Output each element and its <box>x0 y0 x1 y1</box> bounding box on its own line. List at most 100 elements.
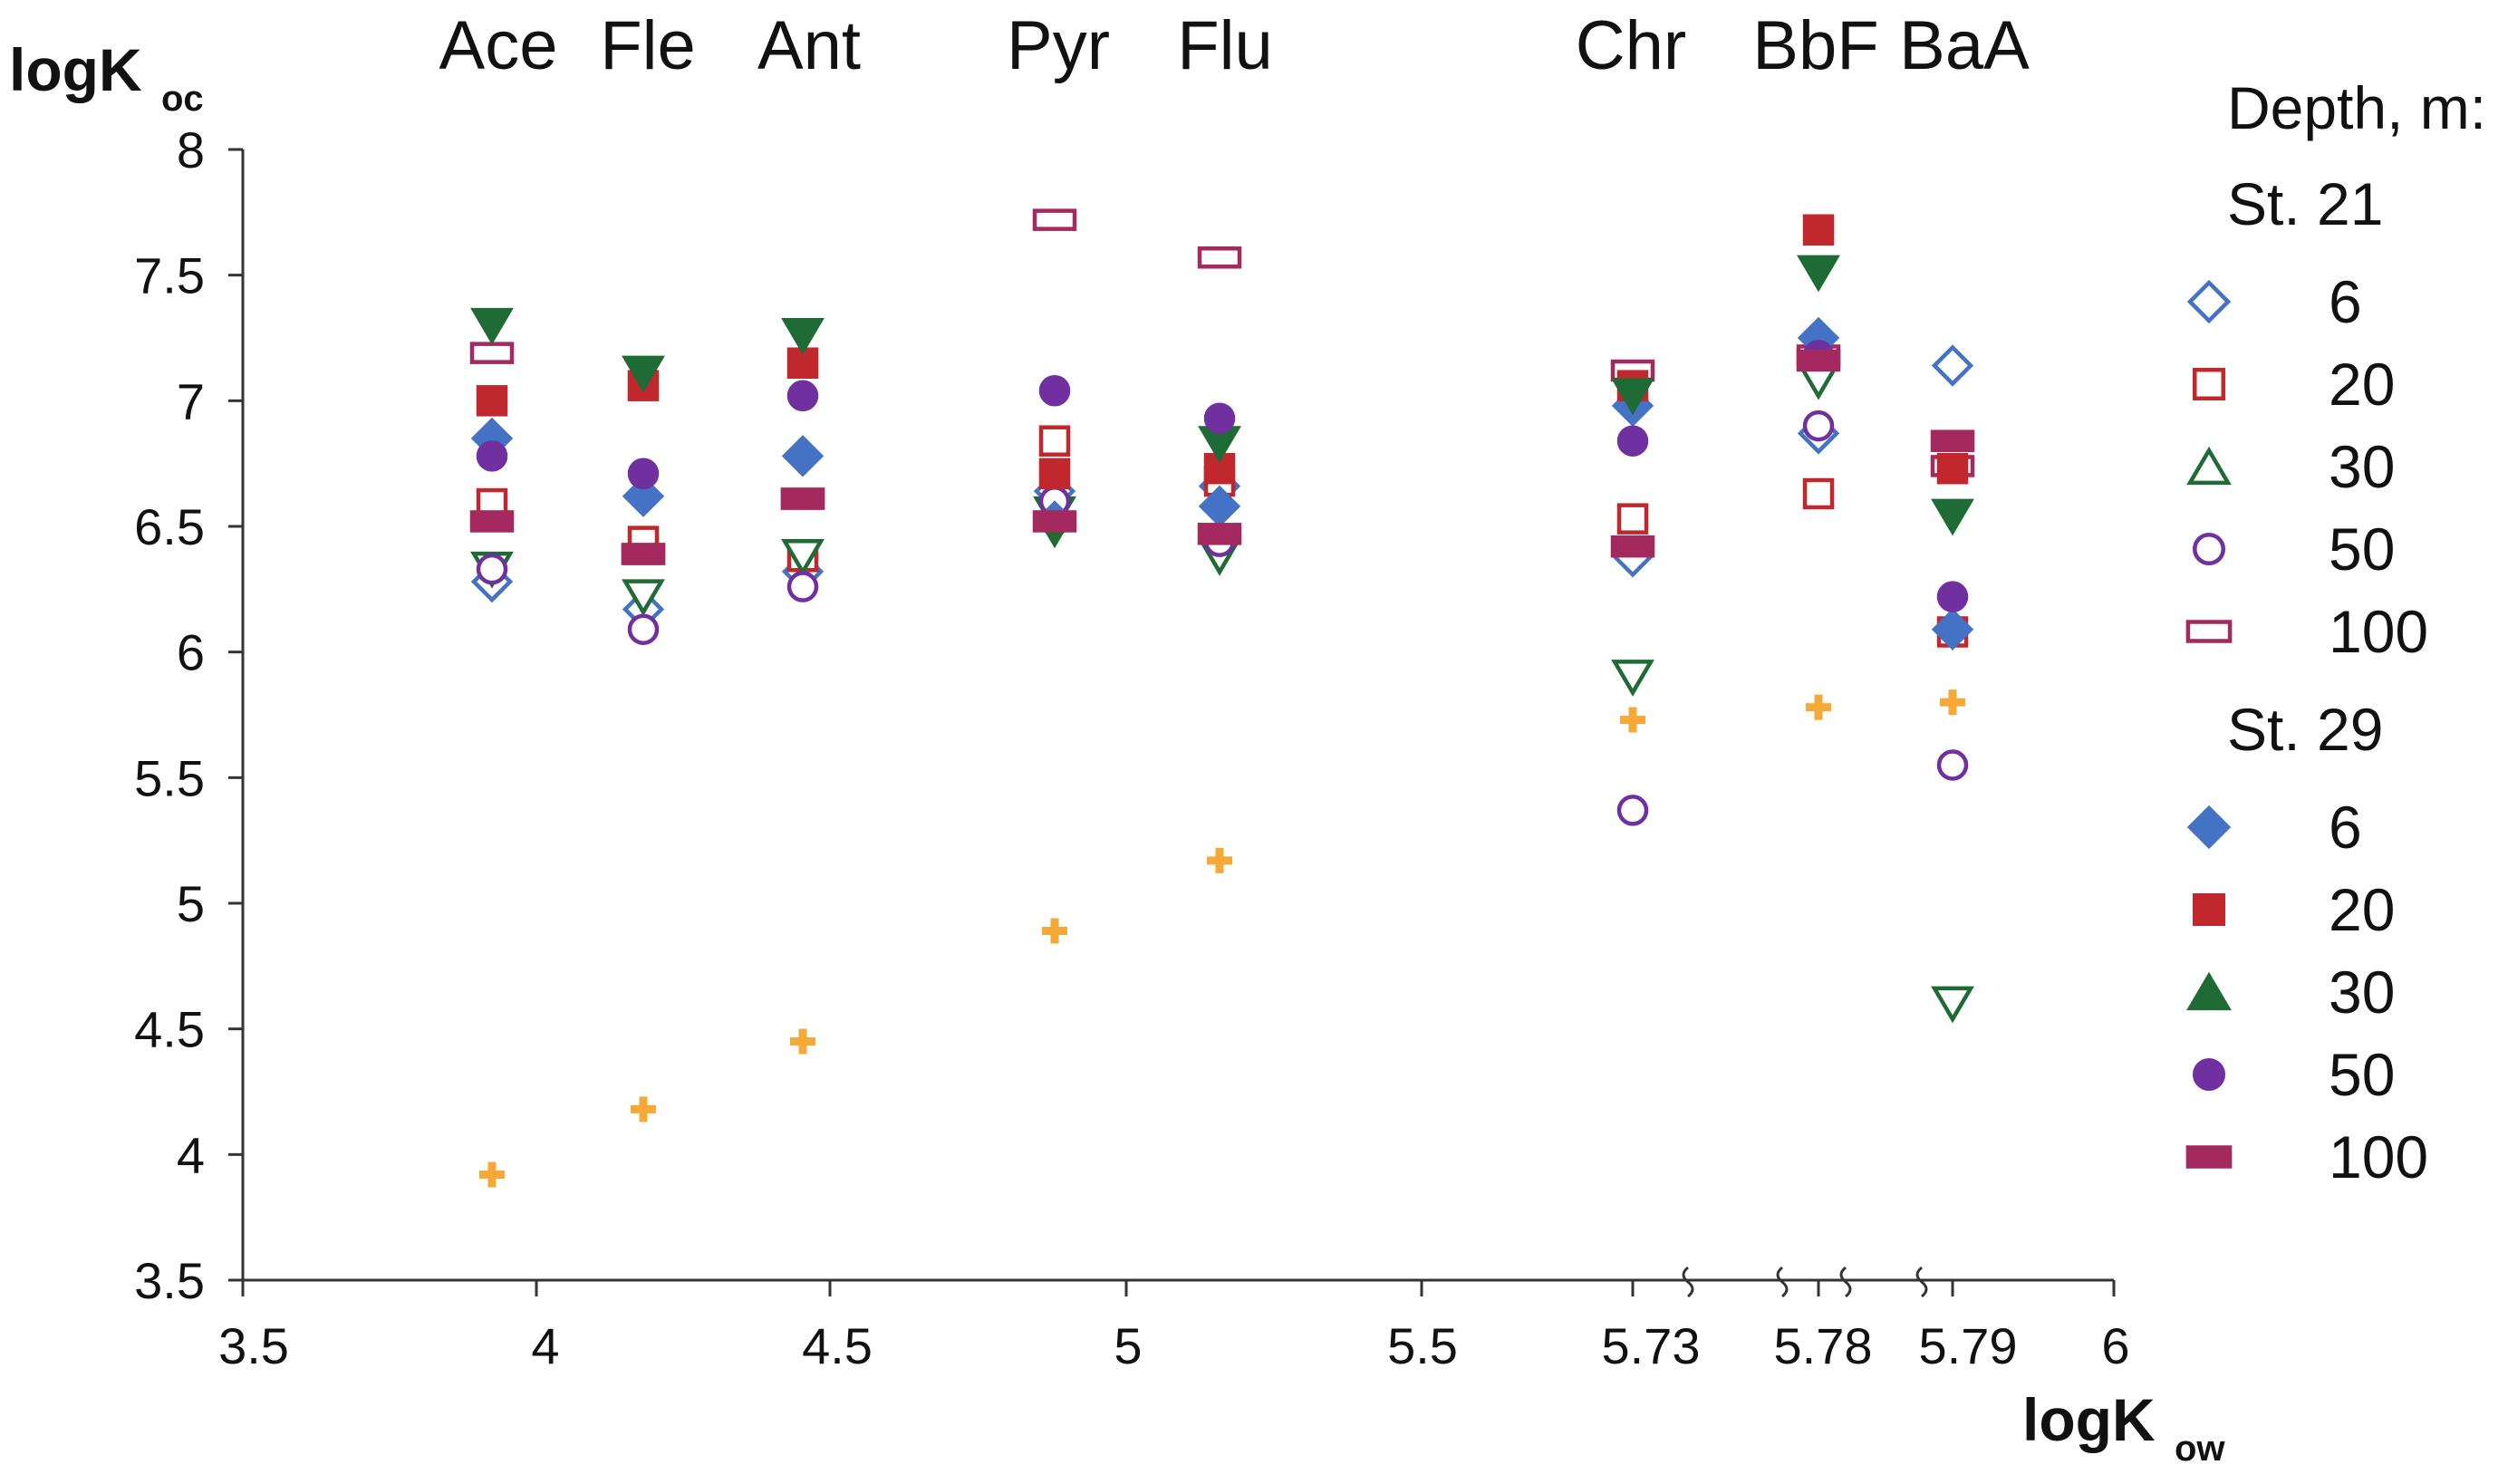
legend-entry-label: 30 <box>2329 433 2395 500</box>
data-point <box>1936 581 1969 612</box>
compound-label: Flu <box>1177 7 1273 84</box>
legend-marker <box>2185 1145 2233 1169</box>
data-point <box>780 487 825 510</box>
x-tick-label: 5.5 <box>1387 1317 1458 1374</box>
data-point <box>1616 503 1649 535</box>
plus-bar <box>1814 694 1823 720</box>
data-point <box>1802 214 1835 246</box>
data-point <box>1930 429 1975 452</box>
plus-bar <box>1050 918 1059 944</box>
legend-entry-label: 30 <box>2329 959 2395 1026</box>
x-tick-label: 5 <box>1114 1317 1142 1374</box>
axis-break-icon <box>1682 1266 1694 1298</box>
data-point <box>1616 795 1649 826</box>
data-point <box>479 1161 505 1188</box>
data-point <box>1611 660 1654 697</box>
plus-bar <box>487 1161 497 1188</box>
data-point <box>1610 535 1655 558</box>
x-tick-label: 5.79 <box>1919 1317 2018 1374</box>
data-point <box>1931 498 1974 536</box>
data-point <box>469 510 515 533</box>
compound-label: Fle <box>600 7 696 84</box>
data-point <box>1038 458 1071 490</box>
x-axis-title-subscript: ow <box>2175 1429 2225 1469</box>
data-point <box>1620 707 1645 733</box>
legend-entry-label: 50 <box>2329 516 2395 583</box>
data-point <box>1611 378 1654 416</box>
data-point <box>622 475 665 517</box>
data-point <box>786 380 819 412</box>
data-point <box>1032 510 1077 533</box>
legend-marker <box>2186 279 2232 324</box>
data-point <box>476 553 508 585</box>
x-axis-title: logK <box>2022 1386 2156 1453</box>
legend-marker <box>2186 805 2232 850</box>
legend-entry-label: 100 <box>2329 598 2428 665</box>
y-tick-label: 4 <box>177 1126 205 1183</box>
legend-marker <box>2193 893 2225 926</box>
data-point <box>622 579 665 617</box>
data-point <box>1038 425 1071 457</box>
data-point <box>1207 847 1232 873</box>
legend-title: Depth, m: <box>2227 74 2486 141</box>
compound-label: Chr <box>1576 7 1686 84</box>
legend-entry-label: 6 <box>2329 268 2362 335</box>
y-tick-label: 6 <box>177 624 205 681</box>
y-tick-label: 6.5 <box>134 498 205 555</box>
y-tick-label: 4.5 <box>134 1001 205 1058</box>
y-tick-label: 3.5 <box>134 1252 205 1309</box>
legend-marker <box>2186 971 2232 1011</box>
legend-marker <box>2193 533 2225 565</box>
compound-label: Pyr <box>1007 7 1110 84</box>
data-point <box>1940 689 1965 716</box>
legend-marker <box>2193 368 2225 400</box>
plus-bar <box>1215 847 1224 873</box>
data-point <box>1931 986 1974 1024</box>
x-tick-label: 4 <box>531 1317 559 1374</box>
data-point <box>1203 402 1236 434</box>
legend-entry-label: 100 <box>2329 1123 2428 1190</box>
data-point <box>631 1096 656 1123</box>
legend-group-label: St. 29 <box>2227 696 2383 763</box>
data-point <box>1802 477 1835 510</box>
y-tick-label: 5.5 <box>134 749 205 806</box>
legend-marker <box>2186 446 2232 486</box>
y-axis-title-subscript: oc <box>161 79 204 119</box>
compound-label: BbF <box>1752 7 1878 84</box>
compound-label: Ace <box>439 7 558 84</box>
compound-label: Ant <box>757 7 861 84</box>
data-point <box>1802 410 1835 442</box>
data-point <box>1797 255 1840 293</box>
y-tick-label: 7 <box>177 372 205 429</box>
data-point <box>1042 918 1067 944</box>
data-point <box>621 543 666 565</box>
data-point <box>470 307 514 345</box>
data-point <box>781 539 825 576</box>
data-point <box>627 613 660 645</box>
data-point <box>476 385 508 417</box>
legend-group-label: St. 21 <box>2227 170 2383 237</box>
y-tick-label: 7.5 <box>134 247 205 304</box>
x-tick-label: 6 <box>2101 1317 2129 1374</box>
data-point <box>781 435 825 477</box>
data-point <box>1931 608 1974 650</box>
plus-bar <box>798 1028 807 1055</box>
data-point <box>1931 344 1974 387</box>
x-tick-label: 3.5 <box>218 1317 289 1374</box>
x-tick-label: 5.78 <box>1774 1317 1873 1374</box>
plus-bar <box>1628 707 1637 733</box>
legend-entry-label: 20 <box>2329 351 2395 418</box>
legend-entry-label: 50 <box>2329 1041 2395 1108</box>
axis-break-icon <box>1839 1266 1852 1298</box>
data-point <box>469 342 515 364</box>
y-tick-label: 8 <box>177 121 205 178</box>
plus-bar <box>1948 689 1957 716</box>
data-point <box>1936 749 1969 781</box>
data-point <box>1936 452 1969 485</box>
data-point <box>790 1028 815 1055</box>
x-tick-label: 5.73 <box>1602 1317 1701 1374</box>
data-point <box>1197 246 1242 269</box>
data-point <box>1616 425 1649 457</box>
